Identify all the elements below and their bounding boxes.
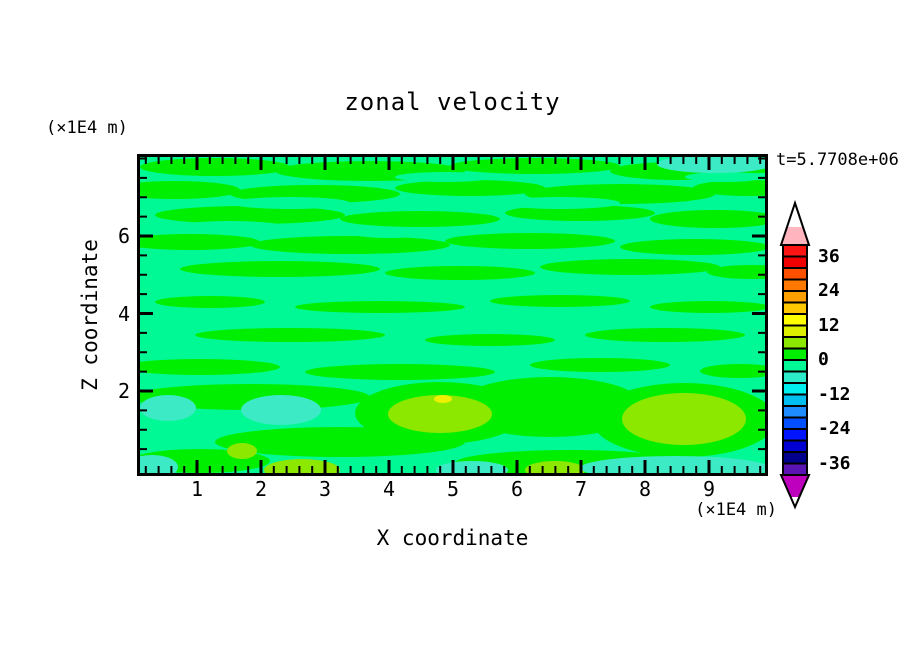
x-tick-label: 9 — [702, 477, 716, 501]
contour-streak — [140, 234, 260, 250]
x-tick-label: 5 — [446, 477, 460, 501]
y-tick-label: 2 — [117, 379, 130, 403]
colorbar-tick-label: -24 — [818, 418, 851, 439]
contour-spring-lens — [500, 197, 620, 209]
colorbar-segment — [782, 290, 808, 304]
y-tick-label: 6 — [117, 224, 130, 248]
contour-streak — [140, 158, 290, 176]
x-tick-label: 4 — [382, 477, 396, 501]
contour-streak — [620, 239, 765, 255]
colorbar-segment — [782, 462, 808, 476]
contour-streak — [295, 301, 465, 313]
colorbar-tick-label: 36 — [818, 245, 840, 267]
colorbar-segment — [782, 301, 808, 315]
contour-streak — [140, 181, 240, 199]
contour-streak — [340, 211, 500, 227]
contour-turquoise-patch — [241, 395, 321, 425]
contour-streak — [693, 180, 765, 196]
colorbar-segment — [782, 244, 808, 258]
x-tick-label: 6 — [510, 477, 524, 501]
colorbar-segment — [782, 313, 808, 327]
contour-streak — [395, 180, 545, 196]
plot-area — [137, 154, 768, 476]
colorbar-under-arrow-fill — [781, 475, 809, 497]
contour-streak — [250, 236, 450, 254]
x-tick-label: 1 — [190, 477, 204, 501]
contour-streak — [305, 364, 495, 380]
colorbar-segment — [782, 382, 808, 396]
contour-streak — [385, 266, 535, 280]
contour-turquoise-patch — [140, 455, 178, 473]
colorbar-segment — [782, 405, 808, 419]
colorbar-over-arrow — [779, 199, 811, 246]
colorbar-under-arrow — [779, 474, 811, 510]
contour-streak — [180, 261, 380, 277]
colorbar-segment — [782, 393, 808, 407]
contour-spring-lens — [175, 221, 285, 233]
contour-spring-lens — [230, 197, 350, 209]
contour-streak — [425, 334, 555, 346]
x-axis-units: (×1E4 m) — [695, 500, 777, 520]
contour-streak — [530, 358, 670, 372]
colorbar-segment — [782, 347, 808, 361]
x-tick-label: 8 — [638, 477, 652, 501]
contour-streak — [700, 364, 765, 378]
plot-title: zonal velocity — [344, 88, 561, 116]
contour-spring-lens — [280, 280, 400, 290]
x-tick-label: 7 — [574, 477, 588, 501]
colorbar-segment — [782, 451, 808, 465]
contour-chartreuse-patch — [388, 395, 492, 433]
x-axis-label: X coordinate — [376, 526, 529, 550]
contour-spring-lens — [535, 282, 645, 292]
colorbar — [779, 199, 811, 510]
colorbar-segment — [782, 416, 808, 430]
contour-field — [140, 157, 765, 473]
colorbar-segment — [782, 370, 808, 384]
contour-chartreuse-patch — [264, 459, 340, 473]
contour-streak — [707, 265, 765, 279]
time-annotation: t=5.7708e+06 — [776, 150, 899, 170]
x-tick-label: 3 — [318, 477, 332, 501]
colorbar-tick-label: 0 — [818, 349, 829, 370]
contour-chartreuse-patch — [227, 443, 257, 459]
contour-streak — [155, 296, 265, 308]
colorbar-segment — [782, 428, 808, 442]
contour-streak — [140, 359, 280, 375]
contour-turquoise-patch — [140, 395, 196, 421]
x-tick-label: 2 — [254, 477, 268, 501]
contour-streak — [445, 233, 615, 249]
colorbar-tick-label: 24 — [818, 280, 840, 301]
colorbar-over-arrow-fill — [781, 227, 809, 245]
colorbar-segment — [782, 255, 808, 269]
colorbar-segment — [782, 359, 808, 373]
contour-turquoise-patch — [580, 456, 765, 473]
contour-streak — [505, 205, 655, 221]
contour-spring-lens — [685, 172, 765, 182]
contour-spring-lens — [350, 228, 430, 238]
contour-spring-lens — [620, 227, 720, 239]
contour-yellow-patch — [434, 395, 452, 403]
contour-spring-lens — [395, 172, 495, 182]
y-axis-units: (×1E4 m) — [46, 118, 128, 138]
contour-streak — [490, 295, 630, 307]
contour-streak — [540, 259, 720, 275]
contour-streak — [155, 206, 345, 224]
colorbar-segment — [782, 336, 808, 350]
contour-streak — [450, 158, 620, 174]
colorbar-segment — [782, 278, 808, 292]
contour-chartreuse-patch — [622, 393, 746, 445]
contour-streak — [650, 210, 765, 228]
colorbar-tick-label: -12 — [818, 383, 851, 405]
colorbar-segment — [782, 267, 808, 281]
colorbar-tick-label: 12 — [818, 314, 840, 336]
colorbar-tick-label: -36 — [818, 452, 851, 474]
contour-streak — [195, 328, 385, 342]
contour-streak — [650, 301, 765, 313]
colorbar-segment — [782, 439, 808, 453]
colorbar-segment — [782, 324, 808, 338]
contour-streak — [585, 328, 745, 342]
y-tick-label: 4 — [117, 301, 130, 326]
